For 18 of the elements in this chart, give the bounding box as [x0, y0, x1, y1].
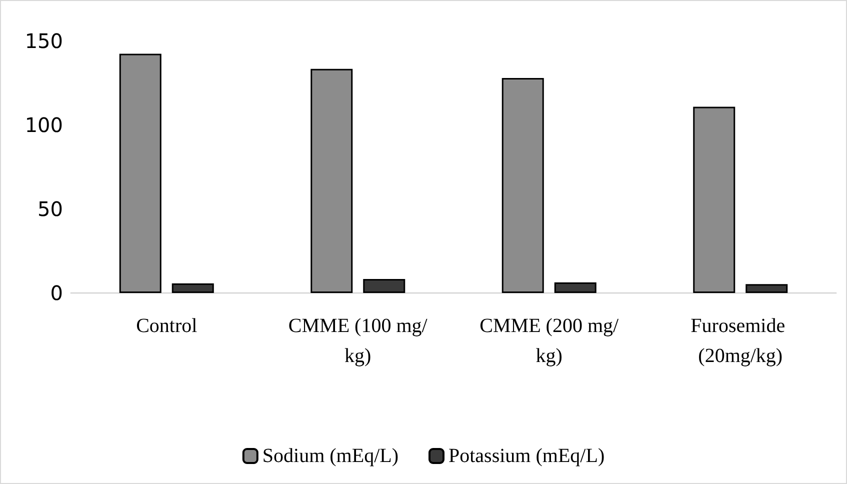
- bar: [119, 54, 162, 293]
- y-tick-label: 0: [50, 281, 63, 305]
- bar: [746, 284, 788, 293]
- bar: [554, 282, 596, 293]
- bar: [310, 68, 353, 293]
- bar: [172, 283, 214, 293]
- bar: [363, 279, 406, 293]
- legend-label: Sodium (mEq/L): [262, 445, 399, 467]
- y-tick-label: 100: [24, 113, 63, 137]
- x-tick-label: Control: [136, 315, 198, 337]
- y-tick-label: 50: [38, 197, 63, 221]
- y-tick-label: 150: [24, 29, 63, 53]
- x-tick-label: CMME (200 mg/kg): [480, 315, 620, 367]
- bar: [502, 78, 544, 293]
- bar: [693, 106, 736, 293]
- x-tick-label: Furosemide (20mg/kg): [690, 315, 790, 367]
- x-tick-label: CMME (100 mg/kg): [288, 315, 428, 367]
- legend-label: Potassium (mEq/L): [448, 445, 605, 467]
